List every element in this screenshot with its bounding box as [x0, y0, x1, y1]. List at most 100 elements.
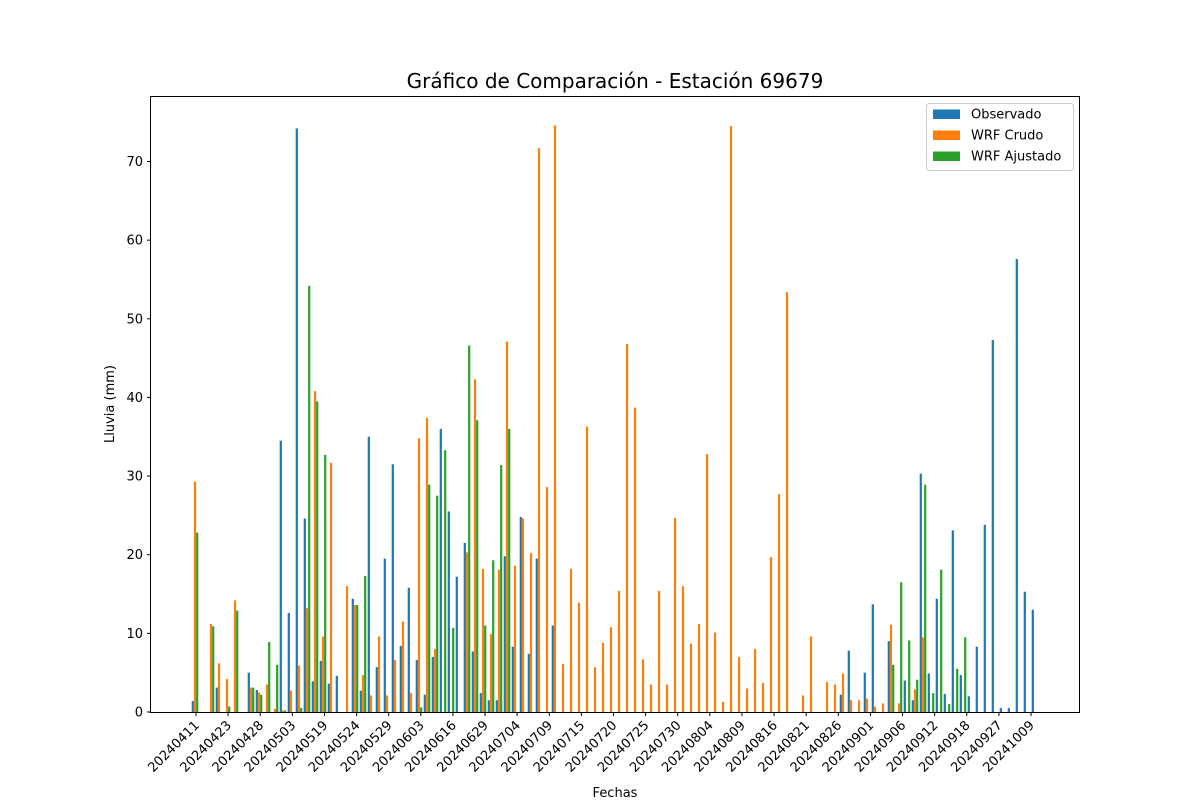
bar-wrf-crudo: [345, 586, 349, 712]
bar-wrf-ajustado: [916, 679, 919, 712]
bar-wrf-crudo: [209, 623, 213, 712]
bar-wrf-ajustado: [908, 640, 911, 712]
bar-observado: [375, 667, 378, 712]
bar-wrf-crudo: [721, 701, 725, 712]
bar-wrf-crudo: [585, 426, 589, 712]
bar-observado: [327, 683, 330, 712]
bar-observado: [279, 440, 282, 712]
bar-wrf-crudo: [393, 660, 397, 712]
bar-observado: [463, 542, 466, 712]
bar-wrf-ajustado: [500, 465, 503, 712]
bar-wrf-crudo: [569, 568, 573, 712]
bar-wrf-crudo: [329, 462, 333, 712]
bar-wrf-ajustado: [924, 484, 927, 712]
bar-wrf-ajustado: [364, 575, 367, 712]
bar-observado: [1015, 259, 1018, 712]
bar-wrf-crudo: [657, 590, 661, 712]
legend-entry: Observado: [971, 108, 1042, 123]
bars-layer: [191, 125, 1034, 713]
bar-wrf-crudo: [617, 590, 621, 712]
bar-observado: [399, 645, 402, 712]
bar-wrf-ajustado: [452, 627, 455, 712]
y-tick-label: 20: [126, 548, 143, 563]
legend-swatch: [933, 151, 960, 161]
legend: Observado WRF Crudo WRF Ajustado: [926, 103, 1074, 171]
bar-wrf-crudo: [313, 391, 317, 712]
bar-wrf-crudo: [377, 636, 381, 712]
bar-observado: [495, 700, 498, 712]
bar-wrf-ajustado: [236, 610, 239, 712]
bar-wrf-crudo: [305, 608, 309, 712]
bar-wrf-crudo: [833, 684, 837, 712]
bar-observado: [951, 530, 954, 712]
bar-wrf-crudo: [785, 292, 789, 712]
bar-observado: [407, 587, 410, 712]
bar-observado: [927, 673, 930, 712]
bar-wrf-crudo: [553, 125, 557, 712]
bar-wrf-ajustado: [356, 605, 359, 712]
bar-wrf-crudo: [353, 605, 357, 712]
bar-wrf-crudo: [873, 706, 877, 712]
bar-wrf-crudo: [289, 690, 293, 712]
bar-wrf-crudo: [857, 700, 861, 712]
bar-wrf-crudo: [745, 688, 749, 712]
legend-entry: WRF Crudo: [971, 129, 1043, 144]
bar-observado: [455, 576, 458, 712]
bar-wrf-crudo: [689, 643, 693, 712]
y-tick-label: 0: [135, 706, 143, 721]
bar-observado: [287, 612, 290, 712]
bar-wrf-ajustado: [940, 569, 943, 712]
bar-observado: [1023, 591, 1026, 712]
bar-wrf-ajustado: [212, 626, 215, 712]
bar-observado: [991, 340, 994, 712]
bar-wrf-crudo: [417, 438, 421, 712]
bar-wrf-ajustado: [444, 450, 447, 712]
y-tick-label: 60: [126, 234, 143, 249]
bar-wrf-ajustado: [284, 710, 287, 712]
bar-observado: [487, 700, 490, 712]
plot-frame: [150, 96, 1080, 713]
bar-observado: [903, 680, 906, 712]
bar-wrf-crudo: [825, 682, 829, 712]
y-tick-label: 30: [126, 470, 143, 485]
bar-wrf-ajustado: [892, 664, 895, 712]
bar-wrf-crudo: [273, 708, 277, 712]
bar-wrf-crudo: [673, 517, 677, 712]
bar-observado: [967, 696, 970, 712]
bar-wrf-crudo: [609, 627, 613, 712]
bar-wrf-crudo: [481, 568, 485, 712]
bar-wrf-ajustado: [956, 668, 959, 712]
bar-wrf-crudo: [217, 663, 221, 712]
bar-wrf-ajustado: [932, 693, 935, 712]
bar-wrf-crudo: [385, 695, 389, 712]
bar-wrf-crudo: [633, 407, 637, 712]
bar-wrf-crudo: [601, 642, 605, 712]
legend-box: [926, 103, 1074, 171]
bar-wrf-crudo: [489, 634, 493, 712]
bar-wrf-crudo: [225, 678, 229, 712]
bar-wrf-crudo: [513, 565, 517, 712]
bar-wrf-crudo: [369, 695, 373, 712]
bar-wrf-crudo: [297, 665, 301, 712]
bar-wrf-ajustado: [260, 694, 263, 712]
bar-wrf-crudo: [249, 687, 253, 712]
bar-wrf-crudo: [777, 494, 781, 712]
bar-wrf-crudo: [577, 602, 581, 712]
chart-title: Gráfico de Comparación - Estación 69679: [407, 69, 824, 93]
bar-observado: [359, 690, 362, 712]
bar-observado: [871, 604, 874, 712]
bar-wrf-crudo: [521, 518, 525, 712]
bar-observado: [471, 651, 474, 712]
bar-observado: [943, 693, 946, 712]
bar-observado: [191, 700, 194, 712]
bar-observado: [919, 473, 922, 712]
bar-observado: [527, 653, 530, 712]
y-tick-label: 70: [126, 155, 143, 170]
bar-observado: [431, 656, 434, 712]
bar-observado: [935, 598, 938, 712]
bar-wrf-crudo: [897, 703, 901, 712]
bar-wrf-crudo: [321, 636, 325, 712]
bar-wrf-crudo: [593, 667, 597, 712]
bar-wrf-crudo: [561, 664, 565, 712]
